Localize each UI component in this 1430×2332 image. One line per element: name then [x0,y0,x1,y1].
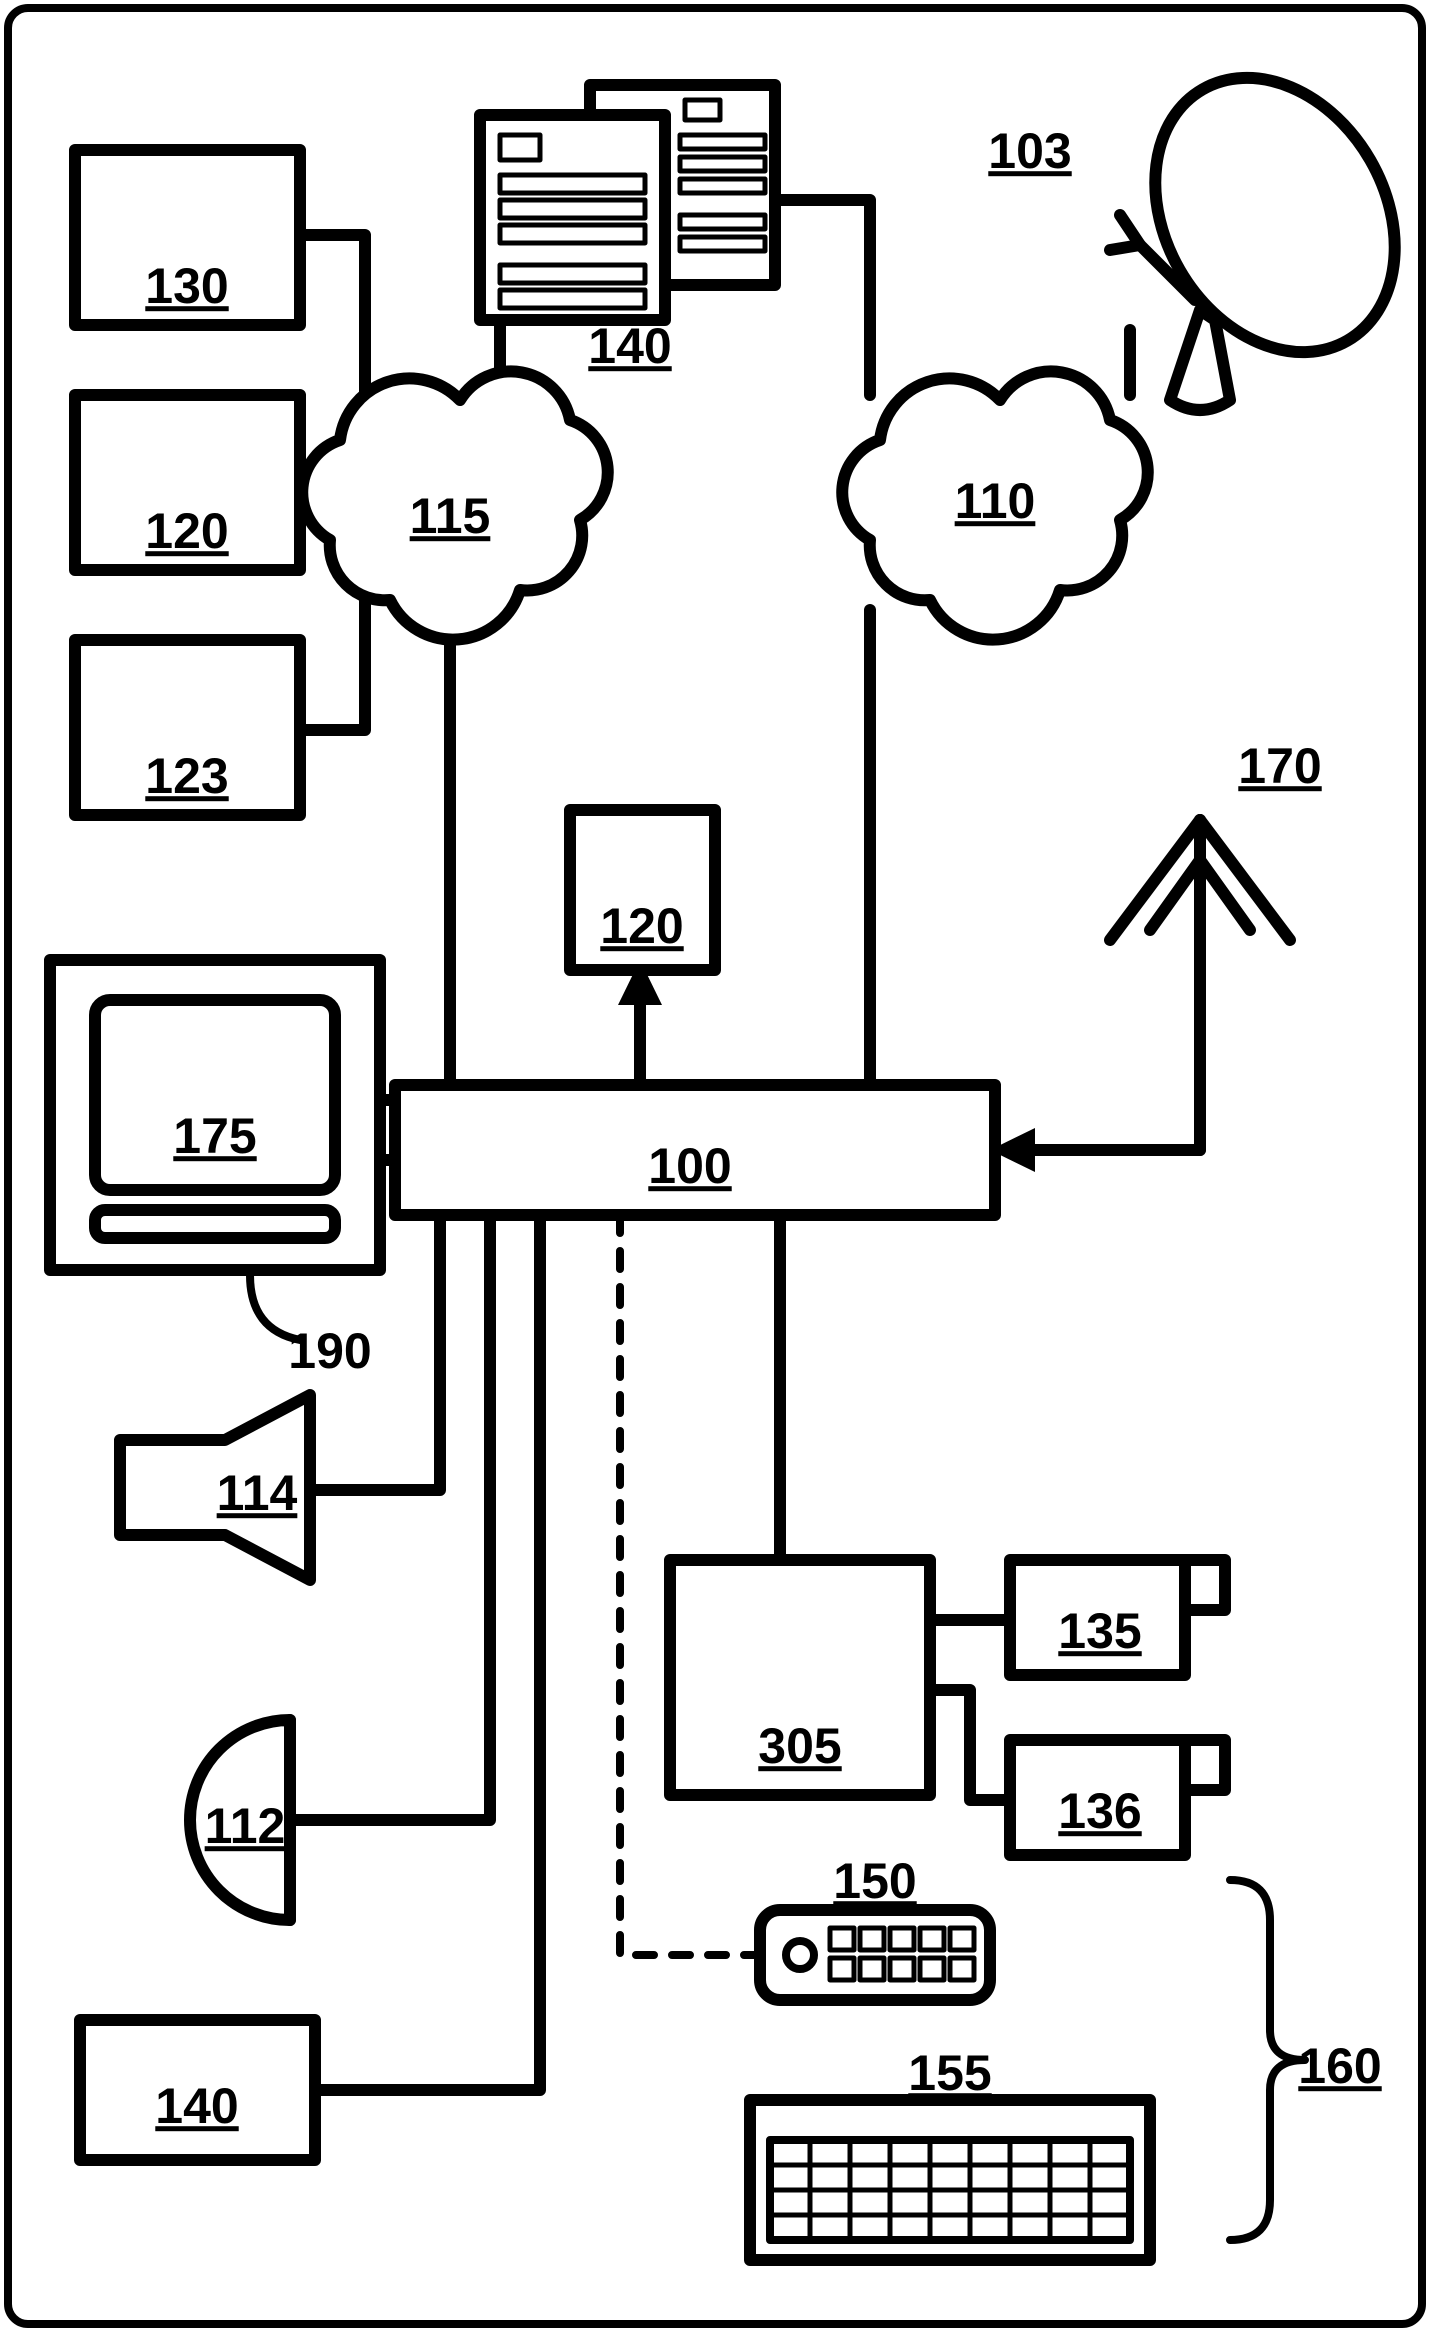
label-175: 175 [173,1108,256,1164]
label-170: 170 [1238,738,1321,794]
brace-160 [1230,1880,1305,2240]
label-150: 150 [833,1853,916,1909]
label-100: 100 [648,1138,731,1194]
label-135: 135 [1058,1603,1141,1659]
label-155: 155 [908,2045,991,2101]
label-140: 140 [588,318,671,374]
label-110: 110 [955,473,1036,529]
label-160: 160 [1298,2038,1381,2094]
label-130: 130 [145,258,228,314]
remote-icon [760,1910,990,2000]
label-112: 112 [205,1798,286,1854]
label-140b: 140 [155,2078,238,2134]
antenna-icon [1110,820,1290,1150]
keyboard-icon [750,2100,1150,2260]
label-120a: 120 [145,503,228,559]
servers-icon [480,85,775,320]
label-136: 136 [1058,1783,1141,1839]
label-120b: 120 [600,898,683,954]
label-305: 305 [758,1718,841,1774]
label-123: 123 [145,748,228,804]
label-103: 103 [988,123,1071,179]
label-115: 115 [410,488,491,544]
label-190: 190 [288,1323,371,1379]
dish-icon [1107,34,1430,410]
label-114: 114 [217,1465,298,1521]
